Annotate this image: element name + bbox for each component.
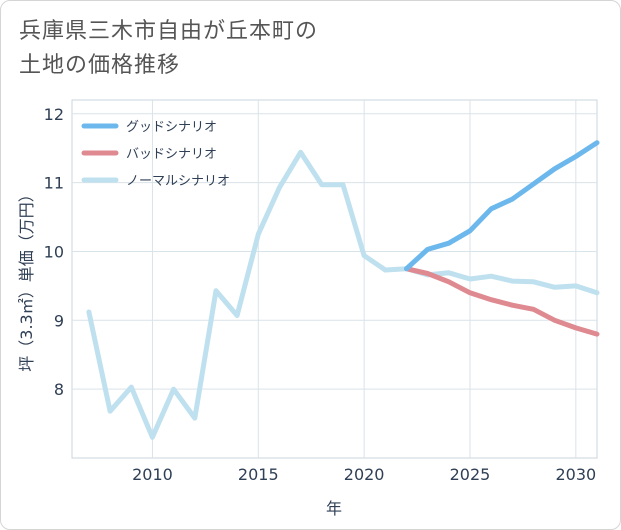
x-tick-label: 2010 [132,465,173,484]
y-tick-label: 9 [54,311,64,330]
x-tick-label: 2025 [450,465,491,484]
y-tick-label: 11 [44,174,64,193]
series-line-2 [86,149,600,440]
legend-label: グッドシナリオ [126,120,217,135]
y-tick-label: 10 [44,242,64,261]
x-tick-label: 2030 [555,465,596,484]
x-tick-label: 2020 [344,465,385,484]
series-line-1 [404,266,600,337]
x-axis-label: 年 [326,499,342,518]
chart-title: 兵庫県三木市自由が丘本町の 土地の価格推移 [19,15,318,83]
tick-labels: 2010 2015 2020 2025 2030 8 9 10 11 12 [44,105,597,484]
legend-label: ノーマルシナリオ [126,174,230,189]
legend-label: バッドシナリオ [126,147,217,162]
y-tick-label: 8 [54,380,64,399]
x-tick-label: 2015 [238,465,279,484]
y-axis-label: 坪（3.3㎡）単価（万円） [17,186,36,371]
chart-title-line-2: 土地の価格推移 [19,53,181,78]
series-lines [86,140,600,440]
chart-title-line-1: 兵庫県三木市自由が丘本町の [19,19,319,44]
y-tick-label: 12 [44,105,64,124]
series-line-0 [404,140,600,272]
